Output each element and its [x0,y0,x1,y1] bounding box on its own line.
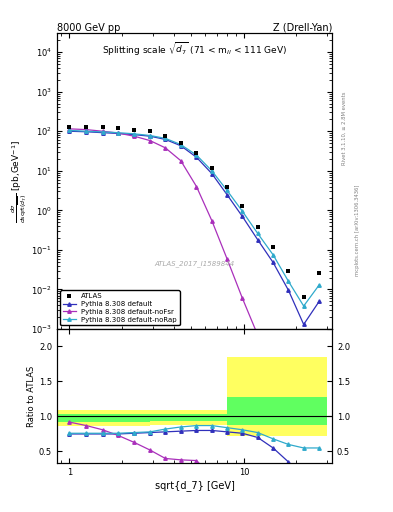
Pythia 8.308 default [301,322,306,328]
Pythia 8.308 default-noRap [255,230,260,237]
Pythia 8.308 default-noRap [100,129,105,135]
Pythia 8.308 default-noFsr [225,255,230,262]
Pythia 8.308 default [209,170,214,177]
ATLAS [116,125,120,131]
Pythia 8.308 default [148,133,152,139]
ATLAS [84,124,88,130]
Pythia 8.308 default-noRap [317,282,321,288]
Y-axis label: $\frac{d\sigma}{d\mathrm{sqrt}(\overline{d_7})}$ [pb,GeV$^{-1}$]: $\frac{d\sigma}{d\mathrm{sqrt}(\overline… [9,140,28,223]
Line: ATLAS: ATLAS [67,124,321,299]
Text: Rivet 3.1.10, ≥ 2.8M events: Rivet 3.1.10, ≥ 2.8M events [342,91,346,165]
Pythia 8.308 default-noFsr [132,133,136,139]
Pythia 8.308 default [100,130,105,136]
ATLAS [194,150,199,156]
ATLAS [271,244,275,250]
Pythia 8.308 default-noRap [116,130,120,136]
Pythia 8.308 default-noFsr [240,295,245,301]
Text: Splitting scale $\sqrt{d_7}$ (71 < m$_{ll}$ < 111 GeV): Splitting scale $\sqrt{d_7}$ (71 < m$_{l… [102,40,287,58]
Pythia 8.308 default [271,260,275,266]
Pythia 8.308 default-noRap [209,168,214,174]
Pythia 8.308 default-noFsr [317,328,321,334]
Pythia 8.308 default-noFsr [67,126,72,132]
X-axis label: sqrt{d_7} [GeV]: sqrt{d_7} [GeV] [154,480,235,491]
ATLAS [67,124,72,130]
Pythia 8.308 default [163,136,168,142]
Text: ATLAS_2017_I1589844: ATLAS_2017_I1589844 [154,261,235,267]
Pythia 8.308 default-noRap [148,133,152,139]
ATLAS [100,124,105,131]
Pythia 8.308 default-noFsr [286,398,291,404]
Text: Z (Drell-Yan): Z (Drell-Yan) [273,23,332,32]
ATLAS [209,164,214,170]
Pythia 8.308 default [116,131,120,137]
Pythia 8.308 default-noFsr [301,429,306,435]
Pythia 8.308 default-noFsr [100,128,105,134]
Pythia 8.308 default [255,237,260,243]
ATLAS [225,183,230,189]
ATLAS [301,294,306,300]
Pythia 8.308 default-noRap [194,152,199,158]
ATLAS [240,203,245,209]
Pythia 8.308 default [67,128,72,134]
Pythia 8.308 default-noFsr [178,158,183,164]
Pythia 8.308 default-noRap [178,141,183,147]
Pythia 8.308 default-noRap [225,187,230,194]
ATLAS [178,140,183,146]
Pythia 8.308 default [194,154,199,160]
Line: Pythia 8.308 default-noFsr: Pythia 8.308 default-noFsr [68,127,321,434]
Pythia 8.308 default-noRap [271,252,275,258]
Pythia 8.308 default-noFsr [255,332,260,338]
Pythia 8.308 default [178,143,183,149]
Line: Pythia 8.308 default-noRap: Pythia 8.308 default-noRap [68,129,321,308]
Pythia 8.308 default-noRap [163,135,168,141]
ATLAS [148,128,152,134]
ATLAS [255,224,260,230]
Pythia 8.308 default-noRap [132,131,136,137]
Legend: ATLAS, Pythia 8.308 default, Pythia 8.308 default-noFsr, Pythia 8.308 default-no: ATLAS, Pythia 8.308 default, Pythia 8.30… [61,290,180,326]
Y-axis label: Ratio to ATLAS: Ratio to ATLAS [27,366,36,427]
Pythia 8.308 default-noRap [240,208,245,215]
Pythia 8.308 default-noFsr [163,145,168,151]
Pythia 8.308 default [225,191,230,198]
Pythia 8.308 default [132,132,136,138]
Text: 8000 GeV pp: 8000 GeV pp [57,23,120,32]
Pythia 8.308 default-noRap [286,278,291,284]
ATLAS [317,270,321,276]
Pythia 8.308 default-noRap [67,127,72,134]
Pythia 8.308 default [286,287,291,293]
ATLAS [163,133,168,139]
ATLAS [132,126,136,133]
Pythia 8.308 default-noFsr [271,366,275,372]
Text: mcplots.cern.ch [arXiv:1306.3436]: mcplots.cern.ch [arXiv:1306.3436] [355,185,360,276]
Pythia 8.308 default-noRap [84,128,88,134]
Pythia 8.308 default-noFsr [148,138,152,144]
Pythia 8.308 default [84,129,88,135]
Pythia 8.308 default [317,298,321,305]
Pythia 8.308 default-noFsr [84,126,88,133]
Pythia 8.308 default-noFsr [209,218,214,224]
Line: Pythia 8.308 default: Pythia 8.308 default [68,130,321,326]
Pythia 8.308 default [240,214,245,220]
Pythia 8.308 default-noFsr [194,183,199,189]
Pythia 8.308 default-noFsr [116,130,120,136]
ATLAS [286,267,291,273]
Pythia 8.308 default-noRap [301,303,306,309]
